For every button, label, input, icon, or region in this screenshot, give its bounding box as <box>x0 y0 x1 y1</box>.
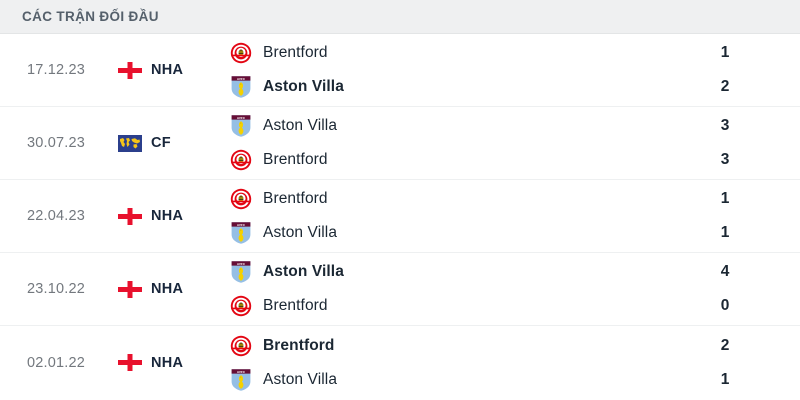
match-date: 30.07.23 <box>26 135 86 151</box>
score-away: 1 <box>650 221 800 245</box>
score-value: 1 <box>720 190 730 207</box>
svg-text:AVFC: AVFC <box>237 262 246 266</box>
team-away[interactable]: AVFC Aston Villa <box>230 75 650 99</box>
score-value: 4 <box>720 263 730 280</box>
score-value: 2 <box>720 78 730 95</box>
score-value: 0 <box>720 297 730 314</box>
team-name: Aston Villa <box>263 370 338 388</box>
svg-text:AVFC: AVFC <box>237 223 246 227</box>
team-name: Brentford <box>263 151 328 168</box>
match-row[interactable]: 17.12.23 NHA Brentford AVFC Aston Villa 1 2 <box>0 34 800 107</box>
brentford-crest-icon <box>230 42 252 64</box>
match-row[interactable]: 23.10.22 NHA AVFC Aston Villa Brentford 4 0 <box>0 253 800 326</box>
team-name: Brentford <box>263 190 328 207</box>
team-away[interactable]: AVFC Aston Villa <box>230 368 650 392</box>
competition-cell: NHA <box>112 280 222 298</box>
england-flag-icon <box>118 61 142 79</box>
svg-text:AVFC: AVFC <box>237 77 246 81</box>
competition-cell: CF <box>112 134 222 152</box>
competition-label: NHA <box>151 354 184 371</box>
score-away: 3 <box>650 148 800 172</box>
team-away[interactable]: AVFC Aston Villa <box>230 221 650 245</box>
match-row[interactable]: 22.04.23 NHA Brentford AVFC Aston Villa 1 1 <box>0 180 800 253</box>
team-away[interactable]: Brentford <box>230 294 650 318</box>
score-value: 2 <box>720 336 730 354</box>
match-date: 17.12.23 <box>26 62 86 78</box>
brentford-crest-icon <box>230 149 252 171</box>
svg-text:AVFC: AVFC <box>237 369 246 373</box>
england-flag-icon <box>118 207 142 225</box>
competition-label: NHA <box>151 208 184 224</box>
teams-cell: Brentford AVFC Aston Villa <box>222 334 650 392</box>
world-friendly-icon <box>118 134 142 152</box>
brentford-crest-icon <box>230 335 252 356</box>
england-flag-icon <box>118 280 142 298</box>
england-flag-icon <box>118 354 142 371</box>
svg-text:AVFC: AVFC <box>237 116 246 120</box>
teams-cell: AVFC Aston Villa Brentford <box>222 114 650 172</box>
team-name: Brentford <box>263 44 328 61</box>
match-row[interactable]: 02.01.22 NHA Brentford AVFC Aston Villa 2 1 <box>0 326 800 399</box>
match-date: 23.10.22 <box>26 281 86 297</box>
competition-cell: NHA <box>112 61 222 79</box>
score-home: 2 <box>650 334 800 358</box>
teams-cell: Brentford AVFC Aston Villa <box>222 41 650 99</box>
team-home[interactable]: Brentford <box>230 187 650 211</box>
score-away: 0 <box>650 294 800 318</box>
score-value: 1 <box>720 44 730 61</box>
score-value: 1 <box>720 224 730 241</box>
score-value: 3 <box>720 117 730 134</box>
aston-villa-crest-icon: AVFC <box>231 368 251 391</box>
competition-label: CF <box>151 135 171 151</box>
team-home[interactable]: Brentford <box>230 41 650 65</box>
score-home: 1 <box>650 187 800 211</box>
score-value: 1 <box>720 370 730 388</box>
match-date: 22.04.23 <box>26 208 86 224</box>
aston-villa-crest-icon: AVFC <box>231 222 251 244</box>
page-title: CÁC TRẬN ĐỐI ĐẦU <box>22 9 159 24</box>
score-home: 4 <box>650 260 800 284</box>
teams-cell: AVFC Aston Villa Brentford <box>222 260 650 318</box>
team-name: Brentford <box>263 336 335 354</box>
brentford-crest-icon <box>230 295 252 317</box>
match-row[interactable]: 30.07.23 CF AVFC Aston Villa Brentford 3 3 <box>0 107 800 180</box>
competition-cell: NHA <box>112 354 222 371</box>
match-list: 17.12.23 NHA Brentford AVFC Aston Villa 1 2 30.… <box>0 34 800 399</box>
aston-villa-crest-icon: AVFC <box>231 76 251 98</box>
score-away: 1 <box>650 368 800 392</box>
brentford-crest-icon <box>230 188 252 210</box>
team-home[interactable]: AVFC Aston Villa <box>230 260 650 284</box>
competition-cell: NHA <box>112 207 222 225</box>
aston-villa-crest-icon: AVFC <box>231 261 251 283</box>
team-name: Aston Villa <box>263 78 344 95</box>
match-date: 02.01.22 <box>26 354 86 371</box>
competition-label: NHA <box>151 281 184 297</box>
score-home: 1 <box>650 41 800 65</box>
score-home: 3 <box>650 114 800 138</box>
competition-label: NHA <box>151 62 184 78</box>
score-value: 3 <box>720 151 730 168</box>
team-name: Brentford <box>263 297 328 314</box>
team-name: Aston Villa <box>263 263 344 280</box>
team-home[interactable]: AVFC Aston Villa <box>230 114 650 138</box>
team-home[interactable]: Brentford <box>230 334 650 358</box>
team-away[interactable]: Brentford <box>230 148 650 172</box>
team-name: Aston Villa <box>263 224 338 241</box>
teams-cell: Brentford AVFC Aston Villa <box>222 187 650 245</box>
score-away: 2 <box>650 75 800 99</box>
team-name: Aston Villa <box>263 117 338 134</box>
aston-villa-crest-icon: AVFC <box>231 115 251 137</box>
panel-header: CÁC TRẬN ĐỐI ĐẦU <box>0 0 800 34</box>
